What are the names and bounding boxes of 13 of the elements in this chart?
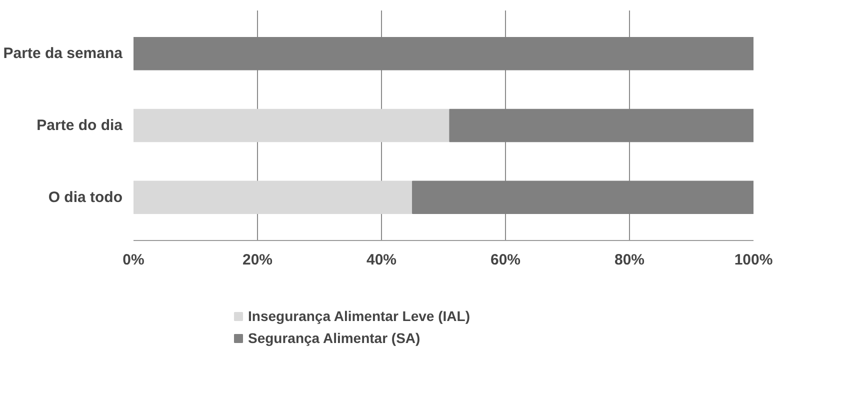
x-tick-label: 0% bbox=[122, 252, 144, 268]
y-tick-label: Parte do dia bbox=[36, 117, 124, 134]
y-tick-label: Parte da semana bbox=[3, 45, 124, 62]
bar bbox=[134, 108, 450, 142]
legend-label: Insegurança Alimentar Leve (IAL) bbox=[248, 308, 470, 324]
x-tick-label: 20% bbox=[242, 252, 273, 268]
x-tick-label: 100% bbox=[734, 252, 773, 268]
y-tick-label: O dia todo bbox=[48, 188, 123, 206]
x-tick-label: 60% bbox=[490, 252, 521, 268]
legend-label: Segurança Alimentar (SA) bbox=[248, 330, 420, 346]
bar bbox=[134, 180, 413, 214]
x-tick-label: 40% bbox=[366, 252, 397, 268]
x-tick-label: 80% bbox=[614, 252, 645, 268]
